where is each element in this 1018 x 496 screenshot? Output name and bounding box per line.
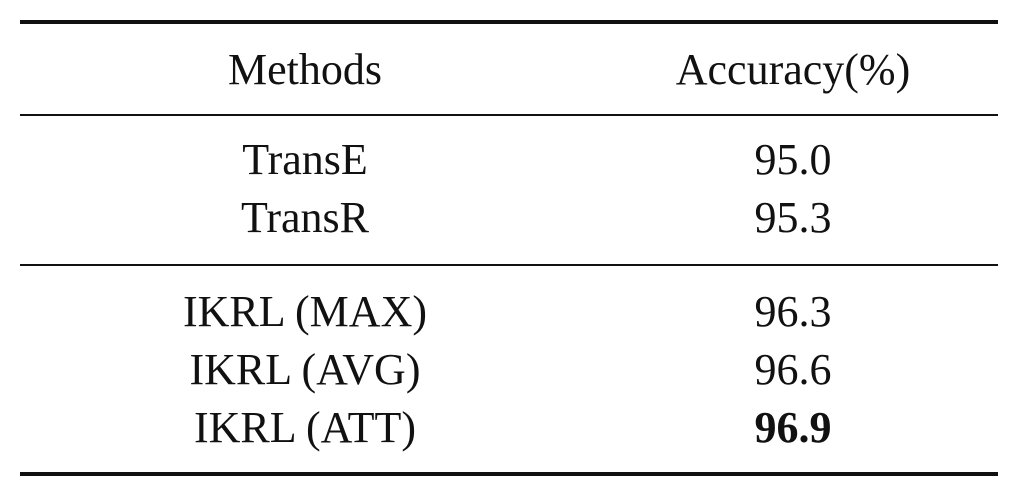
method-cell: IKRL (MAX) bbox=[183, 287, 427, 336]
bottom-rule bbox=[20, 472, 998, 476]
method-cell: TransE bbox=[242, 135, 368, 184]
accuracy-cell: 96.3 bbox=[754, 287, 832, 336]
mid-rule bbox=[20, 114, 998, 116]
accuracy-cell: 95.0 bbox=[754, 135, 832, 184]
method-cell: IKRL (ATT) bbox=[194, 403, 416, 452]
method-cell: IKRL (AVG) bbox=[189, 345, 421, 394]
accuracy-cell-best: 96.9 bbox=[754, 403, 832, 452]
method-cell: TransR bbox=[241, 193, 369, 242]
top-rule bbox=[20, 20, 998, 24]
header-cell: Accuracy(%) bbox=[675, 45, 911, 94]
accuracy-cell: 95.3 bbox=[754, 193, 832, 242]
group-rule bbox=[20, 264, 998, 266]
accuracy-cell: 96.6 bbox=[754, 345, 832, 394]
header-cell: Methods bbox=[228, 45, 382, 94]
